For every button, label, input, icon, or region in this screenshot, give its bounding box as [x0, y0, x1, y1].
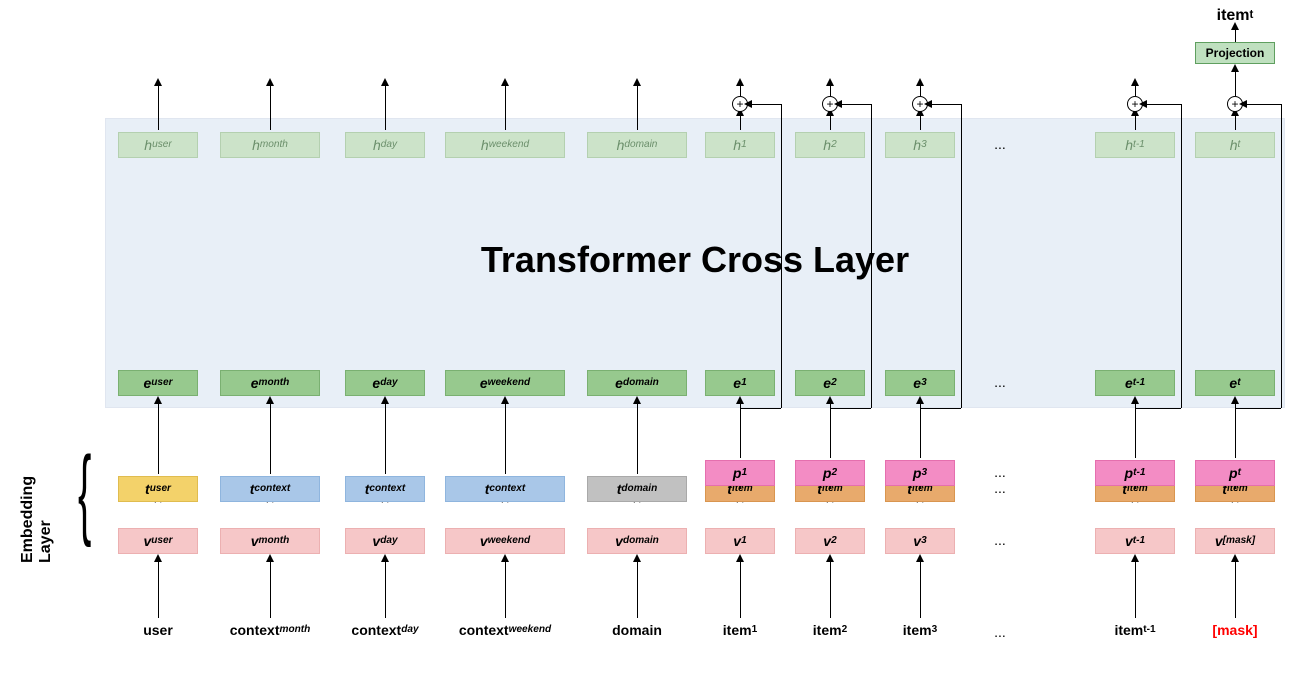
p-i2: p2 [795, 460, 865, 486]
v-domain: vdomain [587, 528, 687, 554]
t-month: tcontext [220, 476, 320, 502]
projection-box: Projection [1195, 42, 1275, 64]
t-weekend: tcontext [445, 476, 565, 502]
input-day: contextday [345, 620, 425, 640]
v-day: vday [345, 528, 425, 554]
input-domain: domain [587, 620, 687, 640]
h-i2: h2 [795, 132, 865, 158]
transformer-title: Transformer Cross Layer [105, 239, 1285, 281]
input-user: user [118, 620, 198, 640]
h-i1: h1 [705, 132, 775, 158]
v-it: v[mask] [1195, 528, 1275, 554]
t-domain: tdomain [587, 476, 687, 502]
h-weekend: hweekend [445, 132, 565, 158]
input-month: contextmonth [220, 620, 320, 640]
input-i3: item3 [885, 620, 955, 640]
v-user: vuser [118, 528, 198, 554]
t-user: tuser [118, 476, 198, 502]
h-day: hday [345, 132, 425, 158]
input-it1: itemt-1 [1095, 620, 1175, 640]
v-i2: v2 [795, 528, 865, 554]
input-i2: item2 [795, 620, 865, 640]
p-it: pt [1195, 460, 1275, 486]
e-domain: edomain [587, 370, 687, 396]
e-user: euser [118, 370, 198, 396]
h-user: huser [118, 132, 198, 158]
v-weekend: vweekend [445, 528, 565, 554]
p-i3: p3 [885, 460, 955, 486]
e-it1: et-1 [1095, 370, 1175, 396]
h-it: ht [1195, 132, 1275, 158]
e-month: emonth [220, 370, 320, 396]
architecture-diagram: Transformer Cross LayerProjectionitemtEm… [0, 0, 1309, 676]
embedding-layer-label: EmbeddingLayer [19, 453, 55, 563]
input-i1: item1 [705, 620, 775, 640]
e-day: eday [345, 370, 425, 396]
e-it: et [1195, 370, 1275, 396]
e-i3: e3 [885, 370, 955, 396]
h-it1: ht-1 [1095, 132, 1175, 158]
t-day: tcontext [345, 476, 425, 502]
p-i1: p1 [705, 460, 775, 486]
v-i1: v1 [705, 528, 775, 554]
e-i1: e1 [705, 370, 775, 396]
h-i3: h3 [885, 132, 955, 158]
v-it1: vt-1 [1095, 528, 1175, 554]
input-weekend: contextweekend [445, 620, 565, 640]
e-i2: e2 [795, 370, 865, 396]
p-it1: pt-1 [1095, 460, 1175, 486]
v-month: vmonth [220, 528, 320, 554]
h-domain: hdomain [587, 132, 687, 158]
v-i3: v3 [885, 528, 955, 554]
h-month: hmonth [220, 132, 320, 158]
e-weekend: eweekend [445, 370, 565, 396]
input-it: [mask] [1195, 620, 1275, 640]
